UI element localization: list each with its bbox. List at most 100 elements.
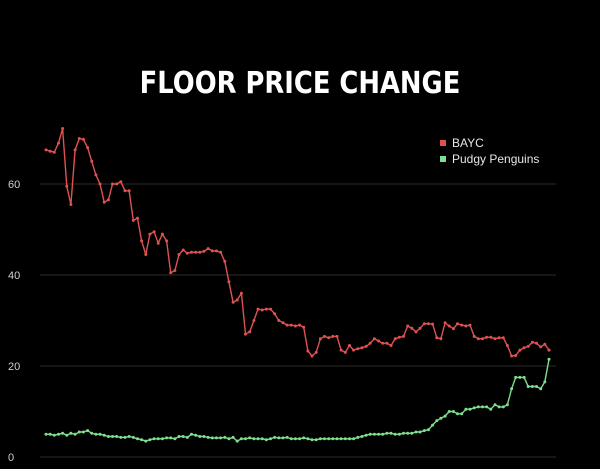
data-point [435,336,439,340]
data-point [198,250,202,254]
data-point [227,280,231,284]
data-point [214,436,218,440]
data-point [522,346,526,350]
data-point [460,412,464,416]
data-point [61,431,65,435]
data-point [194,250,198,254]
data-point [331,437,335,441]
data-point [539,345,543,349]
data-point [269,437,272,441]
data-point [281,321,285,325]
data-point [360,435,364,438]
data-point [57,141,60,145]
data-point [256,437,260,441]
data-point [310,354,314,358]
data-point [73,148,77,152]
data-point [90,431,94,435]
data-point [418,430,422,434]
data-point [248,436,252,440]
data-point [177,435,181,438]
data-point [81,430,85,434]
data-point [310,438,314,442]
data-point [165,436,169,440]
series-layer [44,127,551,443]
data-point [314,438,318,442]
data-point [160,232,164,236]
data-point [418,326,422,330]
data-point [431,322,435,326]
data-point [98,182,102,186]
data-point [115,182,119,186]
data-point [530,385,534,388]
data-point [219,250,223,254]
data-point [190,432,193,436]
data-point [314,350,318,354]
data-point [318,337,322,341]
data-point [52,150,56,154]
data-point [422,429,426,433]
data-point [327,437,331,441]
data-point [306,437,310,441]
data-point [136,216,139,220]
data-point [219,436,223,440]
data-point [102,200,106,204]
data-point [505,344,509,347]
data-point [277,436,281,440]
data-point [422,322,426,326]
data-point [364,344,368,348]
data-point [410,431,414,435]
data-point [123,189,127,193]
data-point [77,137,81,140]
data-point [144,253,148,256]
data-point [352,437,356,441]
data-point [343,350,347,354]
series-bayc [44,127,551,358]
data-point [472,334,476,338]
data-point [173,269,177,272]
data-point [501,336,505,340]
data-point [385,341,389,345]
data-point [252,437,256,441]
data-point [177,253,181,256]
data-point [244,332,247,336]
data-point [169,436,173,440]
data-point [102,433,106,437]
data-point [52,433,56,437]
data-point [476,337,480,341]
data-point [439,337,443,341]
data-point [136,437,139,441]
data-point [356,347,360,351]
data-point [144,439,148,443]
data-point [393,432,397,436]
data-point [239,437,243,441]
data-point [131,218,135,222]
data-point [185,251,189,255]
data-point [44,148,48,152]
data-point [485,335,489,339]
data-point [277,319,281,322]
data-point [476,405,480,409]
data-point [460,323,464,327]
grid-layer [40,183,556,458]
data-point [127,435,131,438]
data-point [372,432,376,436]
data-point [505,403,509,407]
data-point [227,437,231,441]
y-tick-label-40: 40 [8,270,20,282]
data-point [73,432,77,436]
data-point [318,437,322,441]
data-point [402,431,405,435]
data-point [190,250,193,254]
data-point [140,438,144,442]
data-point [198,435,202,438]
data-point [223,435,227,439]
data-point [94,432,98,436]
data-point [402,334,405,338]
data-point [119,180,123,184]
data-point [510,354,514,358]
data-point [98,432,102,436]
data-point [256,307,260,311]
data-point [231,435,235,439]
data-point [414,430,418,434]
data-point [210,249,214,253]
